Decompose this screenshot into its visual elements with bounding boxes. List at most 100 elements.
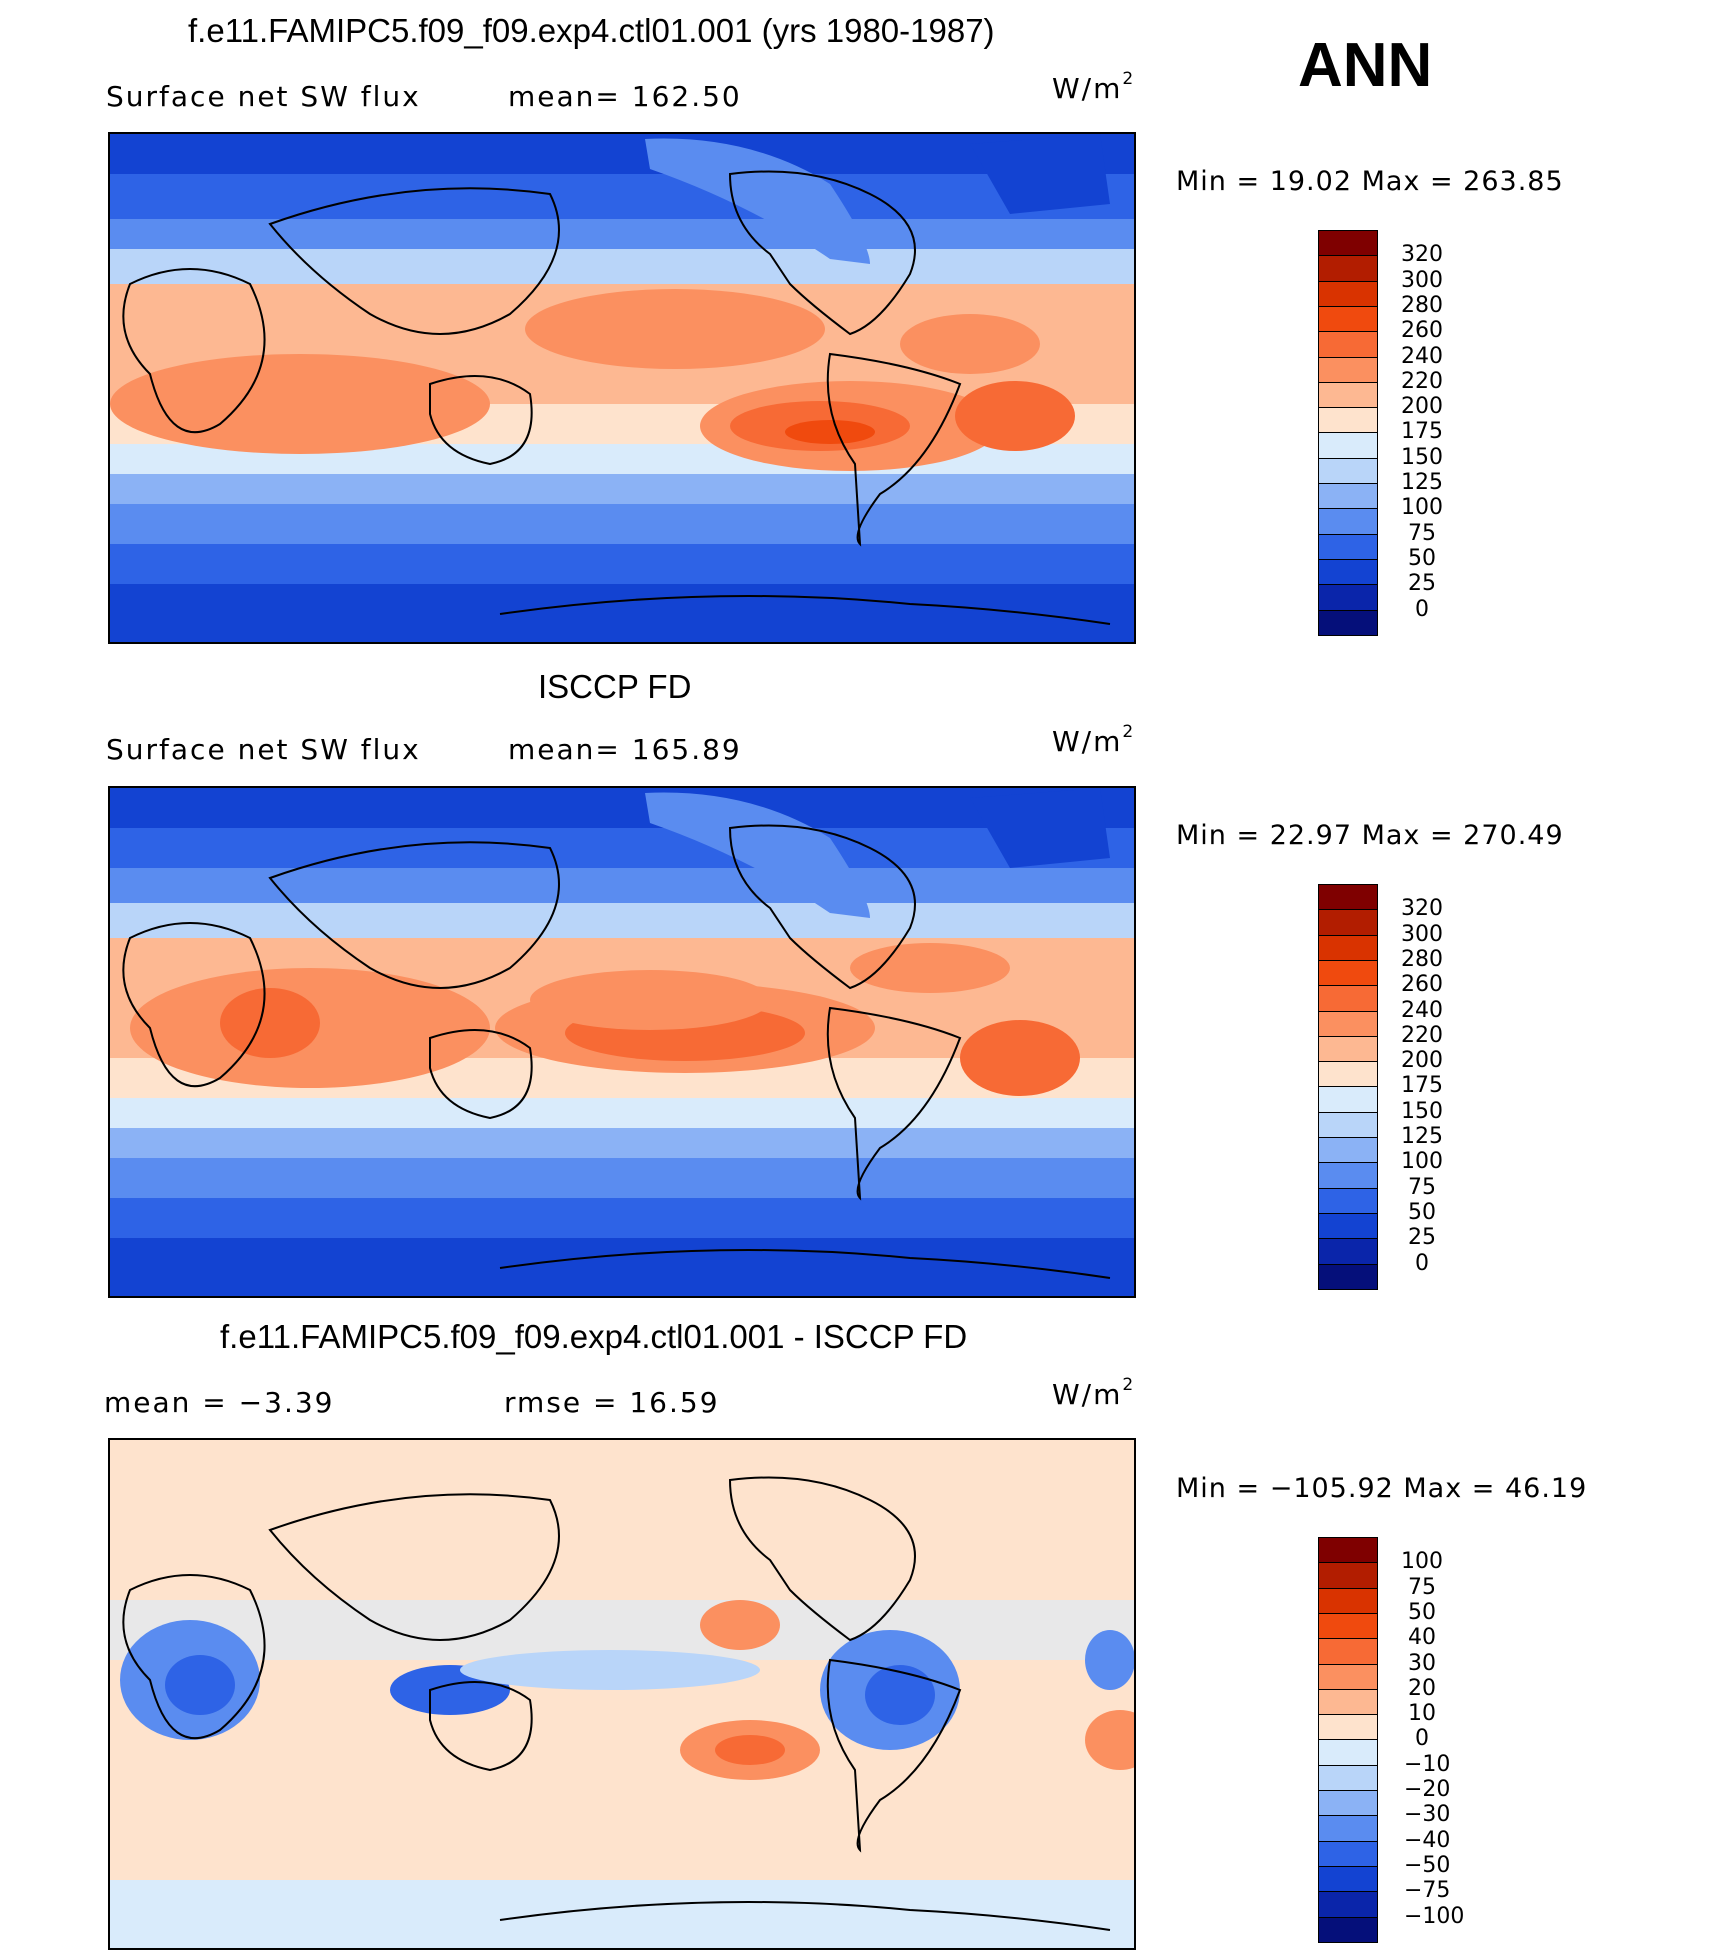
colorbar-swatch	[1318, 1035, 1378, 1063]
colorbar-label: 25	[1408, 571, 1436, 597]
panel-1-map	[108, 132, 1136, 644]
colorbar-swatch	[1318, 985, 1378, 1012]
colorbar-label: 40	[1408, 1625, 1436, 1651]
colorbar-label: 300	[1401, 921, 1443, 947]
colorbar-swatch	[1318, 1212, 1378, 1240]
panel-3-min-max: Min = −105.92 Max = 46.19	[1176, 1473, 1588, 1504]
colorbar-swatch	[1318, 558, 1378, 586]
colorbar-label: 150	[1401, 1098, 1443, 1124]
colorbar-swatch	[1318, 331, 1378, 358]
panel-2-units-exponent: 2	[1122, 721, 1136, 742]
colorbar-swatch	[1318, 356, 1378, 383]
panel-2-coastlines	[122, 824, 1111, 1279]
colorbar-label: 75	[1408, 520, 1436, 546]
panel-3-rmse: rmse = 16.59	[504, 1386, 720, 1419]
colorbar-label: 30	[1408, 1650, 1436, 1676]
panel-1-units-base: W/m	[1052, 72, 1123, 105]
colorbar-label: 150	[1401, 444, 1443, 470]
colorbar-label: −10	[1404, 1751, 1451, 1777]
colorbar-label: −40	[1404, 1827, 1451, 1853]
colorbar-label: 125	[1401, 470, 1443, 495]
colorbar-swatch	[1318, 255, 1378, 282]
colorbar-label: 50	[1408, 545, 1436, 571]
colorbar-swatch	[1318, 381, 1378, 409]
colorbar-label: 0	[1415, 596, 1429, 622]
panel-2-variable-label: Surface net SW flux	[106, 733, 421, 766]
colorbar-swatch	[1318, 1612, 1378, 1640]
colorbar-label: −100	[1404, 1903, 1465, 1929]
colorbar-label: 125	[1401, 1124, 1443, 1149]
panel-3-contour-fill	[110, 1440, 1134, 1948]
colorbar-swatch	[1318, 1086, 1378, 1113]
colorbar-swatch	[1318, 1187, 1378, 1214]
panel-1-units-exponent: 2	[1122, 68, 1136, 89]
colorbar-label: 320	[1401, 896, 1443, 922]
colorbar-swatch	[1318, 407, 1378, 434]
colorbar-swatch	[1318, 1790, 1378, 1817]
panel-1-coastlines	[122, 170, 1111, 625]
colorbar-swatch	[1318, 1739, 1378, 1766]
colorbar-label: 175	[1401, 1073, 1443, 1099]
panel-2-map	[108, 786, 1136, 1298]
panel-2-min-max: Min = 22.97 Max = 270.49	[1176, 820, 1564, 851]
colorbar-label: −75	[1404, 1878, 1451, 1904]
panel-2-contour-fill	[110, 788, 1134, 1296]
colorbar-swatch	[1318, 432, 1378, 459]
colorbar-label: 25	[1408, 1225, 1436, 1251]
colorbar-swatch	[1318, 1714, 1378, 1741]
colorbar-swatch	[1318, 1263, 1378, 1290]
colorbar-swatch	[1318, 909, 1378, 936]
colorbar-swatch	[1318, 1891, 1378, 1918]
panel-3-mean: mean = −3.39	[104, 1386, 335, 1419]
colorbar-label: 220	[1401, 1022, 1443, 1048]
panel-3-coastlines	[122, 1476, 1111, 1931]
colorbar-swatch	[1318, 508, 1378, 535]
colorbar-label: 75	[1408, 1174, 1436, 1200]
colorbar-swatch	[1318, 884, 1378, 911]
colorbar-label: 240	[1401, 343, 1443, 369]
colorbar-swatch	[1318, 457, 1378, 484]
colorbar-label: 0	[1415, 1726, 1429, 1752]
panel-1-contour-fill	[110, 134, 1134, 642]
colorbar-label: 100	[1401, 1149, 1443, 1175]
colorbar-swatch	[1318, 230, 1378, 257]
colorbar-swatch	[1318, 1815, 1378, 1842]
colorbar-swatch	[1318, 1111, 1378, 1138]
colorbar-label: 10	[1408, 1701, 1436, 1727]
colorbar-label: 50	[1408, 1199, 1436, 1225]
colorbar-swatch	[1318, 1162, 1378, 1189]
colorbar-swatch	[1318, 1010, 1378, 1037]
colorbar-swatch	[1318, 1238, 1378, 1265]
colorbar-label: 75	[1408, 1574, 1436, 1600]
colorbar-swatch	[1318, 1865, 1378, 1893]
colorbar-label: 175	[1401, 419, 1443, 445]
colorbar-label: −50	[1404, 1852, 1451, 1878]
colorbar-swatch	[1318, 1137, 1378, 1164]
colorbar-label: 0	[1415, 1250, 1429, 1276]
panel-2-units-base: W/m	[1052, 725, 1123, 758]
colorbar-label: 320	[1401, 242, 1443, 268]
season-label: ANN	[1298, 31, 1433, 100]
panel-1-variable-label: Surface net SW flux	[106, 80, 421, 113]
colorbar-swatch	[1318, 959, 1378, 987]
panel-1-min-max: Min = 19.02 Max = 263.85	[1176, 166, 1564, 197]
panel-1-title: f.e11.FAMIPC5.f09_f09.exp4.ctl01.001 (yr…	[188, 12, 995, 49]
colorbar-swatch	[1318, 1061, 1378, 1088]
colorbar-swatch	[1318, 1688, 1378, 1716]
colorbar-swatch	[1318, 1764, 1378, 1791]
colorbar-swatch	[1318, 483, 1378, 510]
colorbar-swatch	[1318, 280, 1378, 307]
colorbar-label: −30	[1404, 1802, 1451, 1828]
colorbar-label: 260	[1401, 318, 1443, 344]
colorbar-label: −20	[1404, 1777, 1451, 1802]
panel-2-units: W/m2	[1052, 721, 1136, 758]
colorbar-label: 100	[1401, 495, 1443, 521]
colorbar-swatch	[1318, 305, 1378, 333]
colorbar-swatch	[1318, 584, 1378, 611]
colorbar-swatch	[1318, 609, 1378, 636]
colorbar-swatch	[1318, 1916, 1378, 1943]
panel-3-units: W/m2	[1052, 1375, 1135, 1411]
panel-3-map	[108, 1438, 1136, 1950]
colorbar-label: 280	[1401, 292, 1443, 318]
colorbar-label: 300	[1401, 267, 1443, 293]
